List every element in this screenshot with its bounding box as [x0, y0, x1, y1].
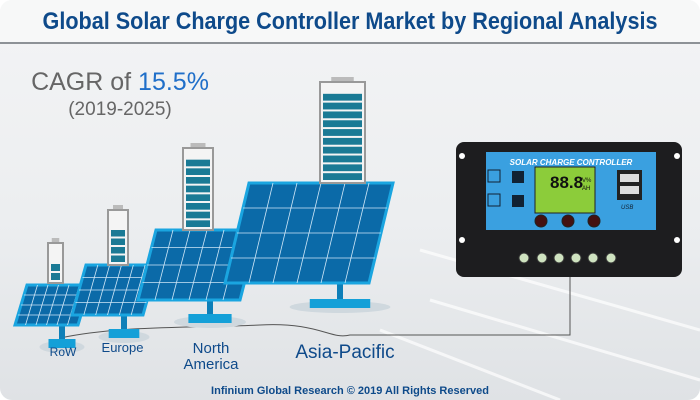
- controller-button: [534, 214, 548, 228]
- battery-cell: [323, 146, 362, 154]
- battery-cell: [323, 137, 362, 145]
- battery-cell: [111, 238, 125, 245]
- solar-charge-controller: SOLAR CHARGE CONTROLLER 88.8 V% AH USB: [456, 142, 682, 277]
- battery-cell: [186, 185, 210, 193]
- terminals: [518, 252, 617, 264]
- title-bar: Global Solar Charge Controller Market by…: [0, 0, 700, 44]
- region-label-row: RoW: [49, 345, 77, 359]
- controller-label: SOLAR CHARGE CONTROLLER: [510, 158, 633, 167]
- controller-button: [561, 214, 575, 228]
- battery-cell: [186, 211, 210, 219]
- battery-cap: [51, 238, 60, 243]
- panel-base: [309, 299, 371, 308]
- battery-cell: [111, 230, 125, 237]
- battery-cell: [323, 120, 362, 128]
- panel-base: [108, 329, 140, 338]
- region-label-line: America: [183, 355, 239, 373]
- cagr-block: CAGR of 15.5% (2019-2025): [25, 68, 215, 121]
- battery-cap: [190, 143, 206, 148]
- battery-cell: [186, 194, 210, 201]
- battery-cell: [323, 155, 362, 163]
- battery-cell: [323, 111, 362, 119]
- battery-cell: [111, 255, 125, 262]
- battery-cell: [111, 247, 125, 254]
- panel-base: [188, 314, 232, 323]
- battery-cell: [186, 177, 210, 184]
- lcd-display: 88.8: [550, 173, 583, 192]
- region-label-line: North: [192, 340, 230, 357]
- battery-cap: [331, 77, 354, 82]
- battery-cell: [186, 168, 210, 175]
- battery-cell: [51, 273, 60, 280]
- battery-cell: [323, 164, 362, 172]
- battery-cell: [186, 159, 210, 167]
- panel-stand: [59, 315, 65, 343]
- lcd-units2: AH: [582, 186, 590, 192]
- cagr-period: (2019-2025): [68, 99, 172, 120]
- battery-cap: [113, 205, 123, 210]
- panel-base: [48, 339, 76, 348]
- battery-cell: [51, 264, 60, 271]
- region-label-europe: Europe: [101, 340, 144, 355]
- battery-cell: [323, 173, 362, 180]
- region-label-asia-pacific: Asia-Pacific: [295, 342, 395, 363]
- panel-stand: [337, 275, 343, 303]
- lcd-units1: V%: [582, 178, 592, 184]
- footer-copyright: Infinium Global Research © 2019 All Righ…: [211, 385, 489, 397]
- battery-cell: [186, 220, 210, 227]
- controller-button: [587, 214, 601, 228]
- battery-cell: [186, 203, 210, 210]
- panel-stand: [207, 290, 213, 318]
- usb-label: USB: [621, 205, 633, 211]
- panel-stand: [121, 305, 127, 333]
- page-title: Global Solar Charge Controller Market by…: [42, 8, 658, 35]
- cagr-prefix: CAGR of: [31, 68, 132, 96]
- battery-cell: [323, 102, 362, 110]
- region-label-north-america: North America: [178, 341, 244, 373]
- battery-cell: [323, 93, 362, 101]
- cagr-value: 15.5%: [138, 68, 209, 96]
- battery-cell: [323, 129, 362, 136]
